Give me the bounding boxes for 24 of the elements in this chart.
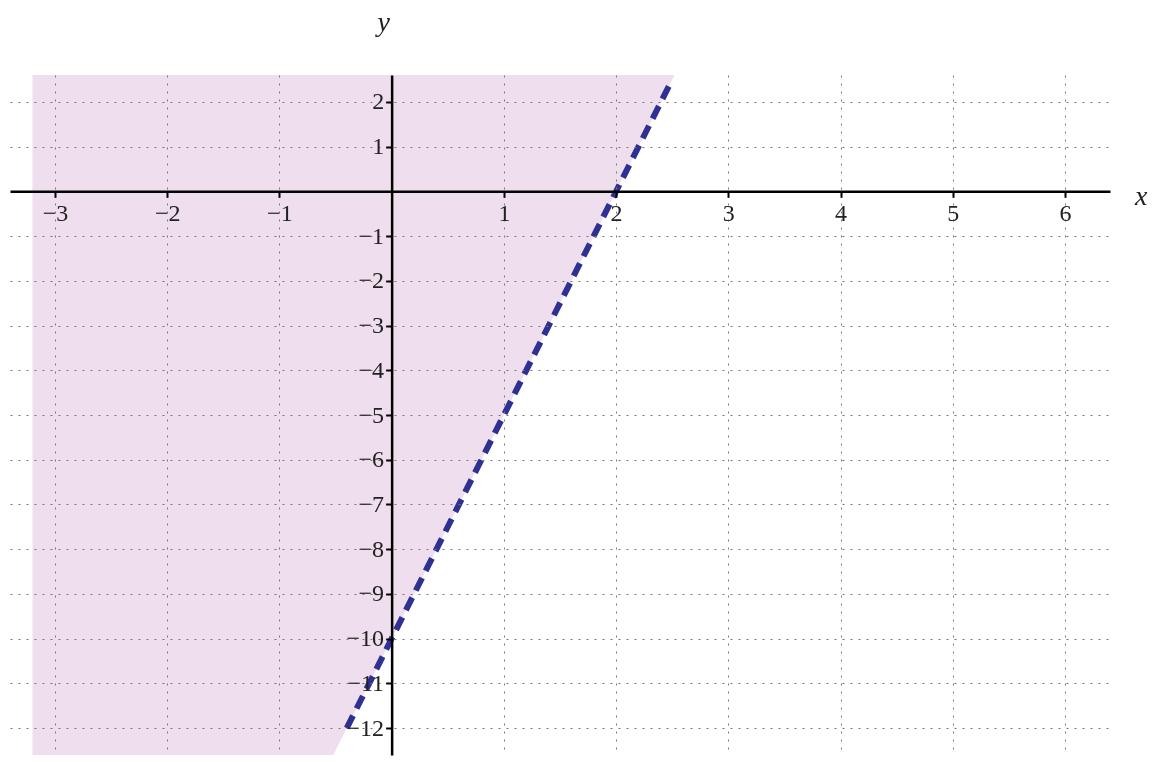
y-tick-label: −10	[346, 625, 385, 652]
x-axis-title: x	[1134, 180, 1148, 212]
y-tick-label: −3	[358, 312, 385, 339]
y-tick-label: −7	[358, 490, 385, 517]
y-tick-label: 2	[372, 88, 385, 115]
y-tick-label: 1	[372, 133, 385, 160]
x-tick-label: 1	[498, 199, 511, 226]
y-tick-label: −5	[358, 401, 385, 428]
x-tick-label: 4	[835, 199, 848, 226]
y-tick-label: −8	[358, 535, 385, 562]
x-tick-label: −3	[42, 199, 69, 226]
x-tick-label: 2	[610, 199, 623, 226]
x-tick-label: −1	[267, 199, 293, 226]
y-tick-label: −2	[358, 267, 385, 294]
y-tick-label: −1	[358, 222, 385, 249]
y-tick-label: −9	[358, 580, 385, 607]
x-tick-label: 5	[947, 199, 960, 226]
y-tick-label: −12	[346, 714, 385, 741]
y-axis-title: y	[374, 6, 391, 37]
x-tick-label: 3	[722, 199, 735, 226]
y-tick-label: −6	[358, 446, 385, 473]
x-tick-label: −2	[154, 199, 181, 226]
y-tick-label: −4	[358, 356, 385, 383]
x-tick-label: 6	[1059, 199, 1072, 226]
